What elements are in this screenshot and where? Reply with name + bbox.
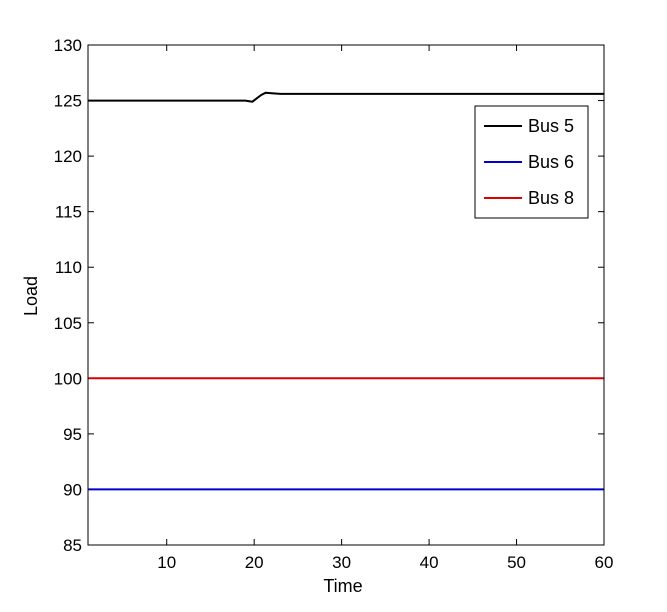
series-layer	[88, 91, 604, 491]
x-tick-label: 20	[245, 553, 264, 572]
y-tick-label: 120	[54, 147, 82, 166]
y-tick-label: 130	[54, 36, 82, 55]
y-tick-label: 90	[63, 480, 82, 499]
axes-frame	[87, 44, 605, 546]
axes-box	[87, 44, 605, 546]
x-tick-label: 60	[595, 553, 614, 572]
legend-label-bus-5: Bus 5	[528, 116, 574, 136]
legend-label-bus-6: Bus 6	[528, 152, 574, 172]
y-axis-label: Load	[21, 276, 41, 316]
x-tick-label: 50	[507, 553, 526, 572]
y-tick-label: 105	[54, 314, 82, 333]
y-tick-label: 110	[55, 258, 82, 277]
legend-label-bus-8: Bus 8	[528, 188, 574, 208]
series-line-bus-5	[88, 91, 604, 103]
y-tick-label: 95	[63, 425, 82, 444]
y-tick-label: 100	[54, 369, 82, 388]
x-axis: 10 20 30 40 50 60	[157, 45, 613, 572]
legend: Bus 5 Bus 6 Bus 8	[474, 105, 589, 219]
x-tick-label: 30	[332, 553, 351, 572]
y-tick-label: 115	[55, 203, 82, 222]
y-tick-label: 125	[54, 92, 82, 111]
x-axis-label: Time	[323, 576, 362, 596]
x-tick-label: 40	[420, 553, 439, 572]
x-tick-label: 10	[157, 553, 176, 572]
y-axis: 85 90 95 100 105 110 115 120 125 130	[54, 36, 604, 555]
y-tick-label: 85	[63, 536, 82, 555]
